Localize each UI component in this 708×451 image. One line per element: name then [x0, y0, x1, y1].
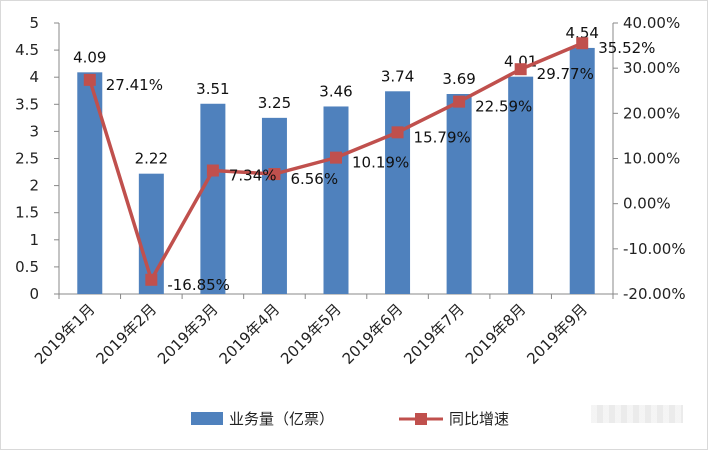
bar-data-label: 3.69 [442, 70, 475, 88]
y-left-tick-label: 2.5 [15, 150, 39, 168]
bar [508, 76, 534, 295]
x-tick-label: 2019年2月 [92, 300, 160, 368]
line-data-label: 27.41% [106, 76, 163, 94]
line-data-label: 22.59% [475, 98, 532, 116]
bar-data-label: 4.09 [73, 48, 106, 66]
y-right-tick-label: 20.00% [623, 104, 680, 122]
bar [569, 47, 595, 294]
bar-data-label: 3.25 [258, 94, 291, 112]
line-point [391, 126, 404, 139]
x-tick-label: 2019年1月 [31, 300, 99, 368]
watermark [591, 405, 683, 423]
y-right-tick-label: 10.00% [623, 150, 680, 168]
bar-data-label: 2.22 [135, 150, 168, 168]
legend-label-line: 同比增速 [449, 410, 509, 428]
line-point [206, 164, 219, 177]
line-data-label: 10.19% [352, 154, 409, 172]
bar [385, 91, 411, 295]
line-point [330, 151, 342, 164]
x-tick-label: 2019年4月 [216, 300, 284, 368]
line-data-label: 35.52% [598, 39, 655, 57]
x-tick-label: 2019年5月 [277, 300, 345, 368]
y-left-tick-label: 2 [29, 177, 39, 195]
y-right-tick-label: 30.00% [623, 59, 680, 77]
line-point [268, 168, 281, 181]
line-point [145, 273, 158, 286]
bar [446, 94, 472, 294]
line-data-label: 29.77% [537, 65, 594, 83]
y-right-tick-label: 0.00% [623, 195, 671, 213]
line-data-label: 7.34% [229, 167, 277, 185]
bar-data-label: 3.74 [381, 67, 414, 85]
y-left-tick-label: 5 [29, 14, 39, 32]
y-left-tick-label: 1.5 [15, 204, 39, 222]
legend-swatch-bar [191, 412, 223, 425]
y-left-tick-label: 0.5 [15, 258, 39, 276]
y-right-tick-label: -20.00% [623, 285, 686, 303]
y-left-tick-label: 1 [29, 231, 39, 249]
line-data-label: 6.56% [290, 170, 338, 188]
bar [323, 106, 349, 294]
y-left-tick-label: 4 [29, 68, 39, 86]
legend-label-bar: 业务量（亿票） [229, 410, 334, 428]
line-point [576, 37, 589, 50]
x-tick-label: 2019年7月 [400, 300, 468, 368]
line-data-label: 15.79% [414, 128, 471, 146]
x-tick-label: 2019年9月 [523, 300, 591, 368]
line-point [514, 63, 527, 76]
bar-data-label: 3.51 [196, 80, 229, 98]
line-data-label: -16.85% [167, 276, 230, 294]
x-tick-label: 2019年6月 [339, 300, 407, 368]
y-right-tick-label: 40.00% [623, 14, 680, 32]
y-left-tick-label: 4.5 [15, 41, 39, 59]
legend-marker-line [415, 413, 427, 425]
bar-data-label: 4.54 [566, 24, 599, 42]
y-left-tick-label: 3 [29, 122, 39, 140]
bar [261, 117, 287, 294]
bar [200, 103, 226, 295]
y-right-tick-label: -10.00% [623, 240, 686, 258]
x-tick-label: 2019年3月 [154, 300, 222, 368]
bar-data-label: 3.46 [319, 82, 352, 100]
x-tick-label: 2019年8月 [462, 300, 530, 368]
y-left-tick-label: 3.5 [15, 95, 39, 113]
y-left-tick-label: 0 [29, 285, 39, 303]
line-point [453, 95, 466, 108]
line-point [83, 73, 96, 86]
